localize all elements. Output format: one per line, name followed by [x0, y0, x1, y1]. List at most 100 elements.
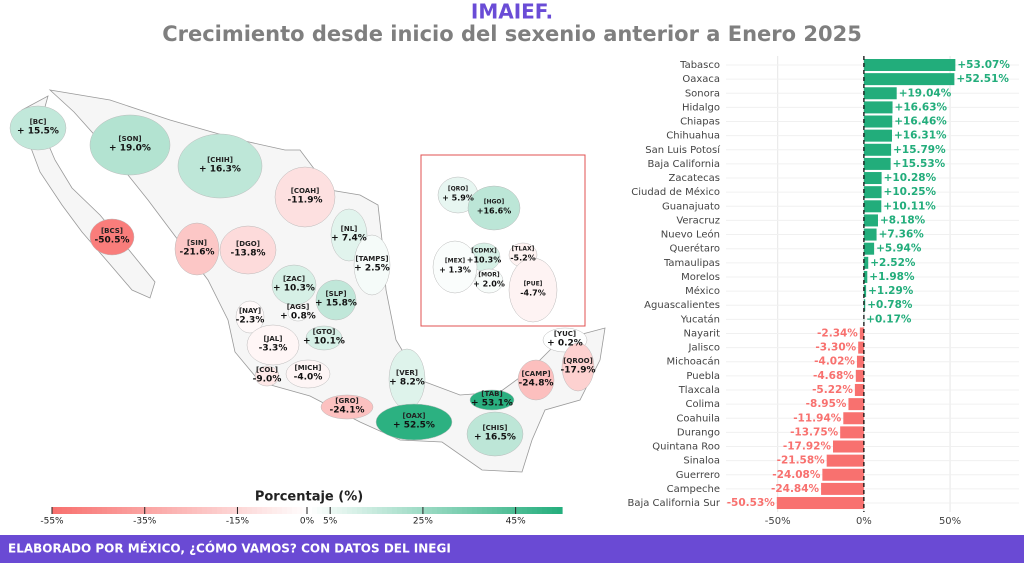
legend-title: Porcentaje (%) [255, 490, 363, 505]
category-label: Oaxaca [682, 74, 720, 85]
colorbar-tick-label: -15% [226, 517, 250, 527]
state-region [246, 324, 300, 366]
colorbar-segment [552, 507, 558, 514]
value-label: +52.51% [956, 73, 1009, 85]
state-value: + 19.0% [109, 144, 151, 154]
colorbar-segment [202, 507, 208, 514]
colorbar-segment [232, 507, 238, 514]
colorbar-segment [397, 507, 403, 514]
colorbar-segment [222, 507, 228, 514]
category-label: Zacatecas [668, 173, 720, 184]
colorbar-segment [512, 507, 518, 514]
bar [863, 270, 868, 283]
colorbar-segment [522, 507, 528, 514]
bar [843, 412, 864, 425]
x-tick-label: -50% [765, 516, 791, 527]
colorbar-segment [317, 507, 323, 514]
colorbar-segment [82, 507, 88, 514]
bar [821, 482, 864, 495]
colorbar-segment [427, 507, 433, 514]
state-code: [SLP] [325, 290, 346, 298]
colorbar-segment [452, 507, 458, 514]
category-label: Campeche [667, 484, 720, 495]
value-label: -24.08% [772, 469, 821, 481]
state-region [353, 234, 391, 296]
bar [840, 426, 864, 439]
colorbar-segment [477, 507, 483, 514]
state-region [254, 365, 280, 387]
value-label: +10.25% [884, 186, 937, 198]
category-label: Coahuila [676, 413, 720, 424]
colorbar-segment [107, 507, 113, 514]
colorbar-segment [347, 507, 353, 514]
colorbar-segment [417, 507, 423, 514]
colorbar-segment [442, 507, 448, 514]
value-label: -17.92% [783, 441, 832, 453]
category-label: Baja California [647, 159, 720, 170]
colorbar-segment [297, 507, 303, 514]
value-label: -4.02% [814, 356, 855, 368]
value-label: +5.94% [876, 243, 922, 255]
state-value: -24.1% [330, 406, 365, 416]
colorbar-segment [197, 507, 203, 514]
colorbar-segment [122, 507, 128, 514]
colorbar-segment [247, 507, 253, 514]
colorbar-segment [252, 507, 258, 514]
colorbar-segment [467, 507, 473, 514]
footer-bar [0, 535, 1024, 563]
state-region [235, 300, 265, 334]
category-label: Chiapas [680, 117, 720, 128]
state-region [177, 133, 263, 199]
category-label: Morelos [681, 272, 720, 283]
state-region [432, 240, 478, 294]
state-value: + 1.3% [439, 266, 471, 275]
state-code: [AGS] [287, 303, 310, 311]
bar [863, 59, 956, 71]
category-label: Yucatán [680, 313, 720, 325]
state-code: [OAX] [403, 412, 426, 420]
colorbar-segment [372, 507, 378, 514]
colorbar-segment [487, 507, 493, 514]
value-label: -13.75% [790, 426, 839, 438]
colorbar-segment [532, 507, 538, 514]
value-label: -24.84% [771, 483, 820, 495]
category-label: Chihuahua [666, 131, 720, 142]
colorbar-segment [462, 507, 468, 514]
value-label: +15.79% [893, 144, 946, 156]
state-code: [BCS] [101, 227, 123, 235]
state-value: + 15.8% [315, 299, 357, 309]
category-label: Tabasco [679, 60, 720, 71]
colorbar-segment [87, 507, 93, 514]
colorbar-segment [167, 507, 173, 514]
category-label: Quintana Roo [652, 442, 720, 453]
category-label: Sinaloa [683, 456, 720, 467]
state-code: [QROO] [563, 357, 593, 365]
colorbar-segment [132, 507, 138, 514]
bar [863, 256, 869, 269]
colorbar-segment [177, 507, 183, 514]
title: IMAIEF. [471, 0, 553, 24]
colorbar-segment [437, 507, 443, 514]
state-region [271, 264, 317, 306]
state-code: [JAL] [264, 335, 283, 343]
state-code: [HGO] [484, 199, 505, 206]
bar [859, 327, 864, 340]
colorbar-segment [277, 507, 283, 514]
colorbar-segment [342, 507, 348, 514]
colorbar-segment [172, 507, 178, 514]
state-region [9, 105, 67, 151]
state-code: [TAB] [481, 390, 502, 398]
state-region [274, 166, 336, 228]
bar [863, 172, 882, 185]
state-value: -9.0% [253, 375, 282, 385]
colorbar-segment [187, 507, 193, 514]
category-label: Veracruz [676, 215, 720, 226]
colorbar-segment [112, 507, 118, 514]
colorbar-segment [482, 507, 488, 514]
value-label: +1.29% [868, 285, 914, 297]
colorbar-segment [412, 507, 418, 514]
colorbar-tick-label: 25% [413, 517, 433, 527]
state-value: -3.3% [259, 344, 288, 354]
state-value: -4.7% [520, 289, 546, 298]
colorbar-segment [542, 507, 548, 514]
